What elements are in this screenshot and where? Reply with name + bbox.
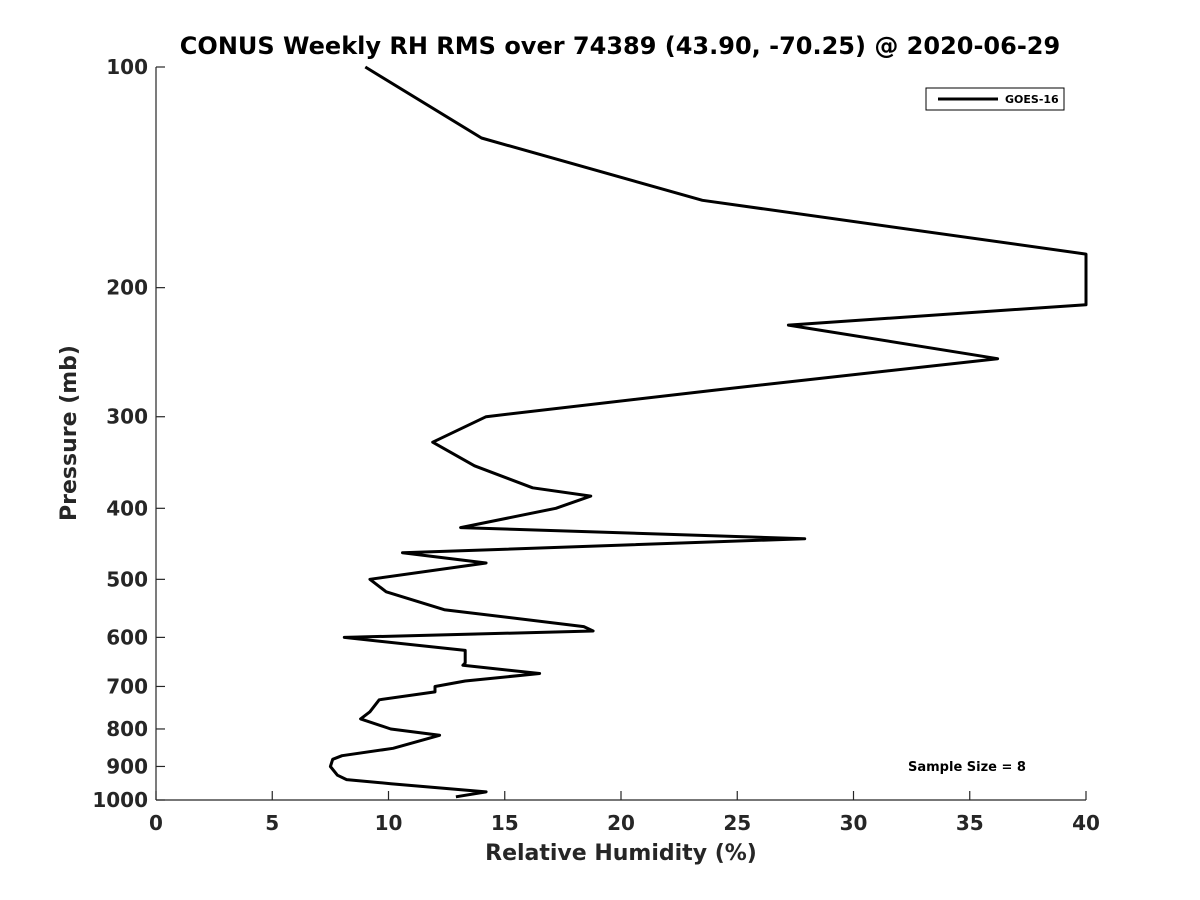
x-tick-label: 15 — [491, 811, 519, 835]
y-tick-label: 900 — [106, 754, 148, 778]
y-tick-label: 400 — [106, 496, 148, 520]
series-line-goes16 — [328, 65, 1088, 799]
x-tick-label: 30 — [840, 811, 868, 835]
legend-label-goes16: GOES-16 — [1005, 93, 1059, 106]
x-axis-label: Relative Humidity (%) — [485, 841, 757, 866]
y-tick-label: 800 — [106, 717, 148, 741]
y-tick-label: 300 — [106, 405, 148, 429]
sample-size-annotation: Sample Size = 8 — [908, 760, 1026, 775]
plot-area: 0 5 10 15 20 25 30 35 40 100 200 300 400 500 600 700 800… — [92, 55, 1100, 835]
y-tick-label: 700 — [106, 674, 148, 698]
x-tick-label: 20 — [607, 811, 635, 835]
y-tick-label: 600 — [106, 625, 148, 649]
x-tick-label: 25 — [723, 811, 751, 835]
x-tick-label: 35 — [956, 811, 984, 835]
chart-title: CONUS Weekly RH RMS over 74389 (43.90, -… — [180, 32, 1060, 60]
y-tick-label: 1000 — [92, 788, 148, 812]
y-axis-label: Pressure (mb) — [57, 345, 82, 521]
x-tick-label: 10 — [375, 811, 403, 835]
y-tick-label: 100 — [106, 55, 148, 79]
x-tick-label: 40 — [1072, 811, 1100, 835]
axis-ticks: 0 5 10 15 20 25 30 35 40 100 200 300 400 500 600 700 800… — [92, 55, 1100, 835]
x-tick-label: 0 — [149, 811, 163, 835]
x-tick-label: 5 — [265, 811, 279, 835]
legend: GOES-16 — [925, 87, 1065, 111]
y-tick-label: 500 — [106, 567, 148, 591]
y-tick-label: 200 — [106, 276, 148, 300]
